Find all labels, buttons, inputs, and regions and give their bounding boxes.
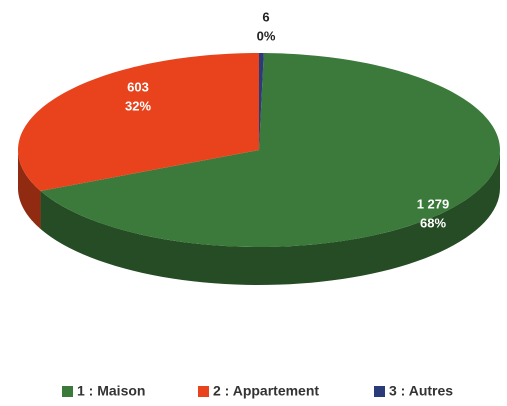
- percent-label: 0%: [257, 28, 276, 43]
- slice: [40, 53, 500, 247]
- pie-sides: [18, 150, 500, 285]
- value-label: 603: [127, 79, 149, 94]
- legend-swatch: [62, 386, 73, 397]
- slice-side: [18, 150, 41, 229]
- percent-label: 32%: [125, 98, 151, 113]
- legend-label: 2 : Appartement: [213, 383, 319, 399]
- legend-swatch: [198, 386, 209, 397]
- slice-side: [40, 150, 500, 285]
- slice: [18, 53, 260, 191]
- legend-label: 1 : Maison: [77, 383, 145, 399]
- slice: [259, 53, 264, 150]
- value-label: 1 279: [417, 196, 450, 211]
- value-label: 6: [262, 9, 269, 24]
- percent-label: 68%: [420, 215, 446, 230]
- legend-label: 3 : Autres: [389, 383, 453, 399]
- legend-swatch: [374, 386, 385, 397]
